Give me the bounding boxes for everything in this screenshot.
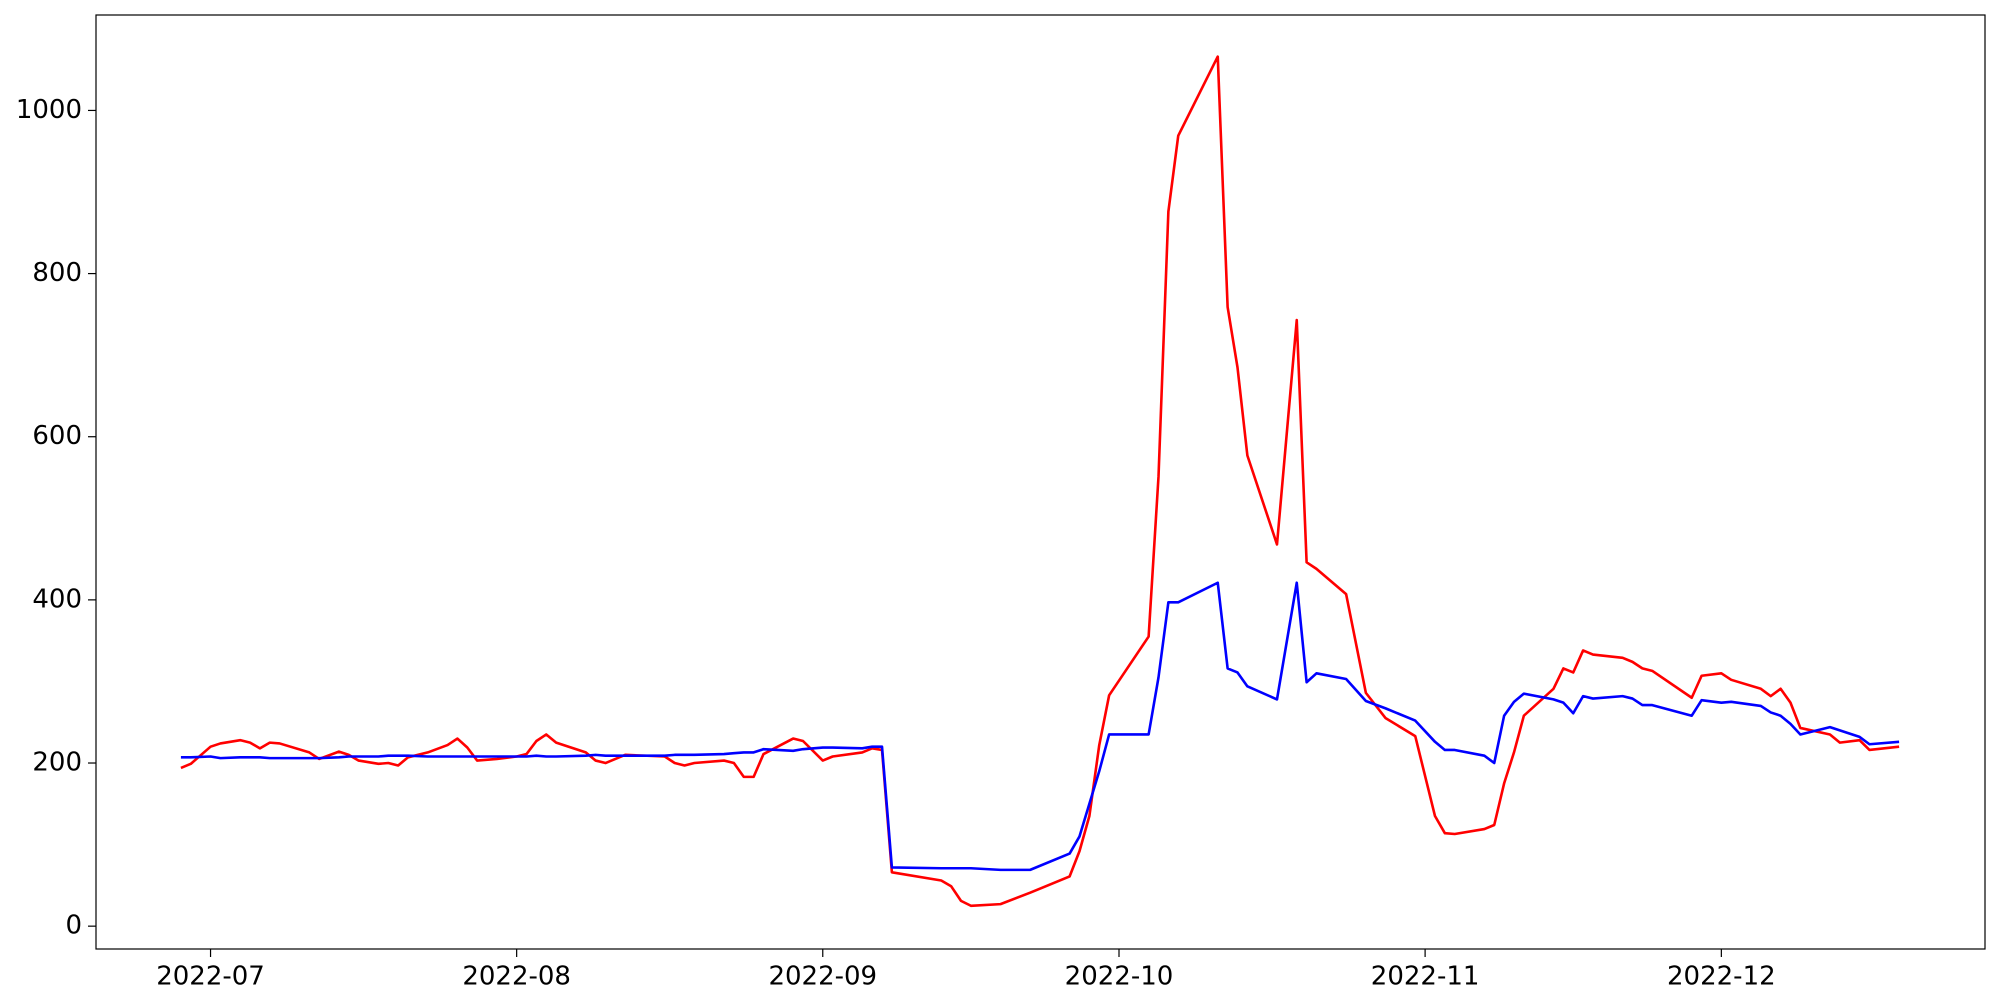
x-tick-label: 2022-11: [1371, 962, 1480, 992]
y-tick-label: 600: [32, 421, 82, 451]
y-tick-label: 800: [32, 258, 82, 288]
x-tick-label: 2022-07: [156, 962, 265, 992]
series-line: [180, 55, 1900, 908]
x-tick-label: 2022-08: [462, 962, 571, 992]
y-tick-label: 0: [65, 911, 82, 941]
y-tick-label: 1000: [16, 95, 82, 125]
y-tick-label: 200: [32, 748, 82, 778]
x-tick-label: 2022-09: [768, 962, 877, 992]
plot-frame: [95, 14, 1986, 950]
y-tick-label: 400: [32, 584, 82, 614]
series-line: [180, 581, 1900, 872]
x-tick-label: 2022-10: [1065, 962, 1174, 992]
x-tick-label: 2022-12: [1667, 962, 1776, 992]
